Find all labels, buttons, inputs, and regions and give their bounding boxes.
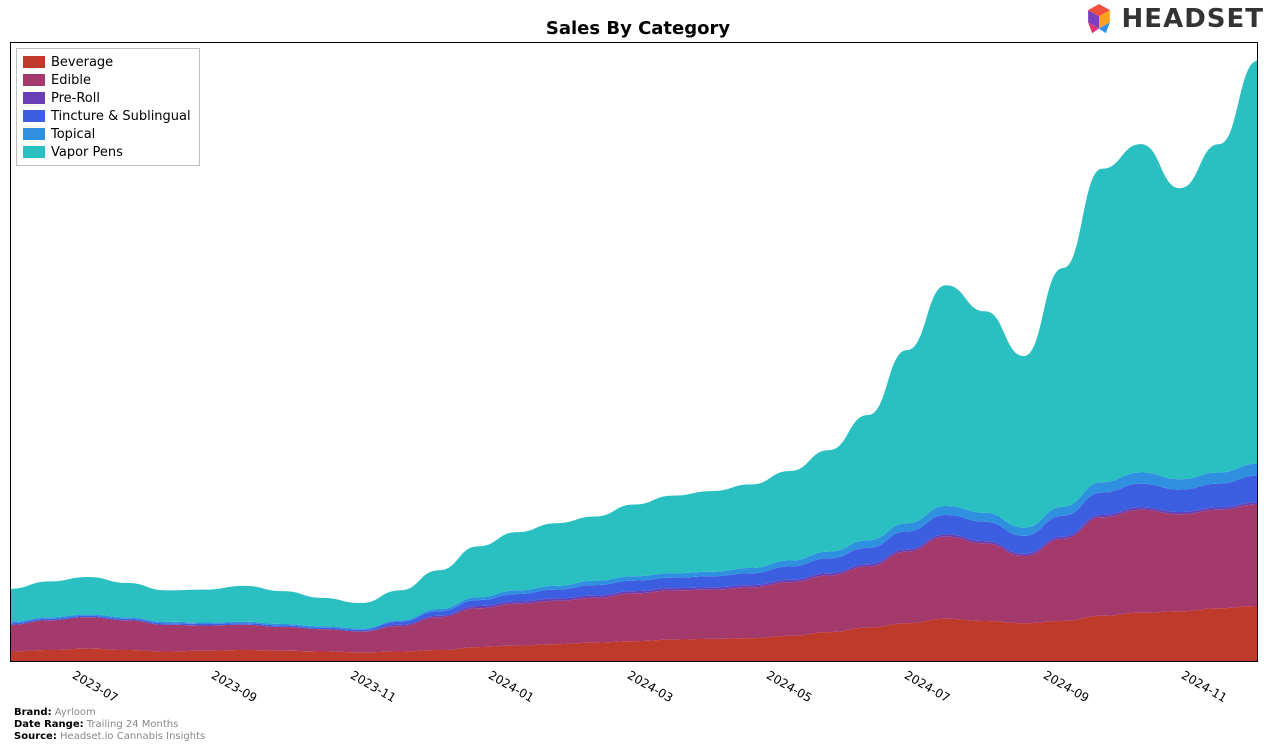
legend-swatch — [23, 146, 45, 158]
legend-swatch — [23, 128, 45, 140]
xtick-label: 2023-09 — [209, 668, 259, 705]
legend-swatch — [23, 56, 45, 68]
xtick-label: 2024-07 — [902, 668, 952, 705]
headset-icon — [1082, 2, 1116, 36]
xtick-label: 2024-09 — [1041, 668, 1091, 705]
footer-brand-value: Ayrloom — [55, 707, 96, 718]
xtick-label: 2024-11 — [1179, 668, 1229, 705]
xtick-label: 2023-11 — [348, 668, 398, 705]
footer-range-label: Date Range: — [14, 719, 84, 730]
legend-swatch — [23, 110, 45, 122]
legend-label: Pre-Roll — [51, 91, 100, 106]
legend-item: Beverage — [23, 53, 191, 71]
xtick-label: 2024-03 — [625, 668, 675, 705]
xtick-label: 2024-01 — [486, 668, 536, 705]
legend-item: Pre-Roll — [23, 89, 191, 107]
legend-item: Tincture & Sublingual — [23, 107, 191, 125]
footer-brand-label: Brand: — [14, 707, 52, 718]
legend-label: Topical — [51, 127, 95, 142]
legend-label: Edible — [51, 73, 91, 88]
footer-source-value: Headset.io Cannabis Insights — [60, 731, 205, 742]
xtick-label: 2023-07 — [70, 668, 120, 705]
logo-text: HEADSET — [1122, 4, 1264, 34]
footer-range-value: Trailing 24 Months — [87, 719, 179, 730]
legend-swatch — [23, 74, 45, 86]
legend-item: Topical — [23, 125, 191, 143]
legend-item: Edible — [23, 71, 191, 89]
chart-legend: Beverage Edible Pre-Roll Tincture & Subling… — [16, 48, 200, 166]
chart-footer: Brand: Ayrloom Date Range: Trailing 24 M… — [14, 707, 205, 743]
brand-logo: HEADSET — [1082, 2, 1264, 36]
legend-label: Vapor Pens — [51, 145, 123, 160]
xtick-label: 2024-05 — [764, 668, 814, 705]
legend-label: Beverage — [51, 55, 113, 70]
legend-item: Vapor Pens — [23, 143, 191, 161]
footer-source-label: Source: — [14, 731, 57, 742]
legend-swatch — [23, 92, 45, 104]
legend-label: Tincture & Sublingual — [51, 109, 191, 124]
